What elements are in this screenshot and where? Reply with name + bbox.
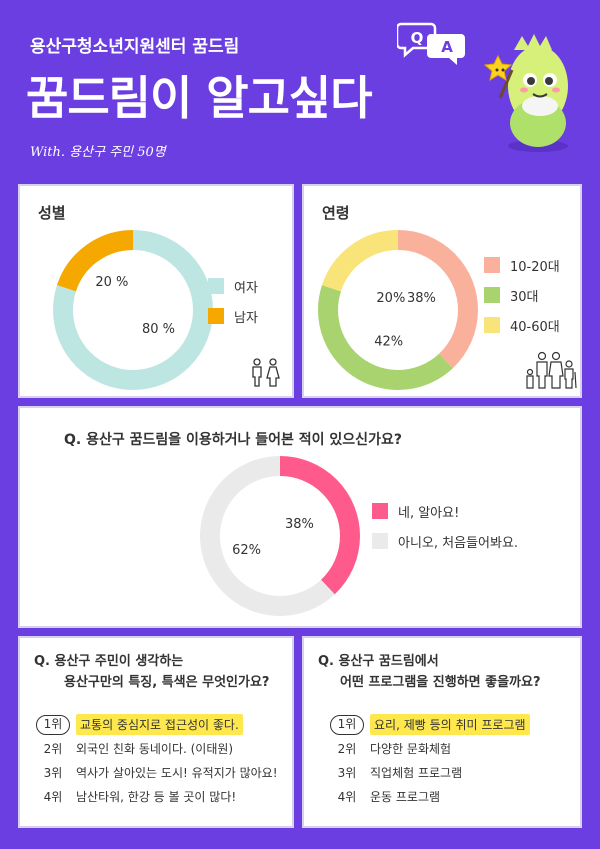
rank-text-2: 외국인 친화 동네이다. (이태원) [76,742,234,756]
legend-swatch-yes [372,503,388,519]
legend-swatch-10-20 [484,257,500,273]
slice-label-no: 62% [232,543,261,558]
rank-number-1: 1위 [36,714,70,735]
program-rank-text-4: 운동 프로그램 [370,790,441,804]
gender-donut-chart: 80 % 20 % [53,230,213,390]
donut-slice-no [200,456,360,616]
features-question-line1: Q. 용산구 주민이 생각하는 [34,654,184,669]
program-rank-row-2: 2위 다양한 문화체험 [330,740,451,757]
rank-row-2: 2위 외국인 친화 동네이다. (이태원) [36,740,233,757]
features-card: Q. 용산구 주민이 생각하는 용산구만의 특징, 특색은 무엇인가요? 1위 교… [18,636,294,828]
awareness-donut-chart: 38% 62% [200,456,360,616]
donut-slice-male [53,230,213,390]
rank-text-3: 역사가 살아있는 도시! 유적지가 많아요! [76,766,278,780]
program-rank-row-3: 3위 직업체험 프로그램 [330,764,462,781]
legend-swatch-male [208,308,224,324]
donut-slice-30 [318,230,478,390]
legend-swatch-no [372,533,388,549]
awareness-card: Q. 용산구 꿈드림을 이용하거나 들어본 적이 있으신가요? 38% 62% 네… [18,406,582,628]
rank-text-4: 남산타워, 한강 등 볼 곳이 많다! [76,790,237,804]
slice-label-10-20: 38% [407,291,436,306]
rank-row-3: 3위 역사가 살아있는 도시! 유적지가 많아요! [36,764,278,781]
donut-slice-40-60 [318,230,478,390]
legend-item-10-20: 10-20대 [484,254,560,276]
program-rank-row-4: 4위 운동 프로그램 [330,788,440,805]
rank-row-4: 4위 남산타워, 한강 등 볼 곳이 많다! [36,788,237,805]
age-legend: 10-20대 30대 40-60대 [484,254,560,344]
gender-card: 성별 80 % 20 % 여자 남자 [18,184,294,398]
programs-ranking: 1위 요리, 제빵 등의 취미 프로그램 2위 다양한 문화체험 3위 직업체험 프로… [330,708,580,818]
rank-number-3: 3위 [43,766,63,780]
legend-item-no: 아니오, 처음들어봐요. [372,530,518,552]
legend-label-male: 남자 [234,310,258,326]
legend-label-female: 여자 [234,280,258,296]
program-rank-text-1: 요리, 제빵 등의 취미 프로그램 [370,714,530,735]
age-card: 연령 38% 42% 20% 10-20대 30대 40-60대 [302,184,582,398]
gender-chart-title: 성별 [38,204,66,222]
gender-legend: 여자 남자 [208,275,258,335]
rank-text-1: 교통의 중심지로 접근성이 좋다. [76,714,243,735]
programs-question-line2: 어떤 프로그램을 진행하면 좋을까요? [340,675,541,690]
slice-label-30: 42% [374,334,403,349]
page-title: 꿈드림이 알고싶다 [26,71,373,125]
program-rank-number-4: 4위 [337,790,357,804]
program-rank-number-2: 2위 [337,742,357,756]
legend-swatch-40-60 [484,317,500,333]
legend-item-30: 30대 [484,284,560,306]
age-donut-chart: 38% 42% 20% [318,230,478,390]
programs-card: Q. 용산구 꿈드림에서 어떤 프로그램을 진행하면 좋을까요? 1위 요리, 제… [302,636,582,828]
qa-bubbles-icon: Q A [397,22,465,65]
rank-row-1: 1위 교통의 중심지로 접근성이 좋다. [36,714,243,735]
slice-label-female: 80 % [142,322,175,337]
legend-item-yes: 네, 알아요! [372,500,518,522]
slice-label-male: 20 % [95,275,128,290]
family-icon [526,351,577,389]
qa-a-letter: A [441,38,453,56]
program-rank-text-3: 직업체험 프로그램 [370,766,463,780]
survey-source: With. 용산구 주민 50명 [30,145,166,160]
mascot-icon [483,34,568,152]
program-rank-number-3: 3위 [337,766,357,780]
rank-number-2: 2위 [43,742,63,756]
legend-label-no: 아니오, 처음들어봐요. [398,535,519,551]
qa-q-letter: Q [411,29,424,47]
awareness-question: Q. 용산구 꿈드림을 이용하거나 들어본 적이 있으신가요? [64,432,402,448]
rank-number-4: 4위 [43,790,63,804]
features-ranking: 1위 교통의 중심지로 접근성이 좋다. 2위 외국인 친화 동네이다. (이태원)… [36,708,292,818]
features-question-line2: 용산구만의 특징, 특색은 무엇인가요? [64,675,270,690]
legend-swatch-30 [484,287,500,303]
legend-label-40-60: 40-60대 [510,319,560,335]
legend-label-10-20: 10-20대 [510,259,560,275]
legend-label-yes: 네, 알아요! [398,505,460,521]
program-rank-text-2: 다양한 문화체험 [370,742,452,756]
programs-question-line1: Q. 용산구 꿈드림에서 [318,654,439,669]
program-rank-row-1: 1위 요리, 제빵 등의 취미 프로그램 [330,714,530,735]
awareness-legend: 네, 알아요! 아니오, 처음들어봐요. [372,500,518,560]
people-icon [252,358,280,387]
legend-item-male: 남자 [208,305,258,327]
age-chart-title: 연령 [322,204,350,222]
header-subtitle: 용산구청소년지원센터 꿈드림 [30,37,240,57]
legend-label-30: 30대 [510,289,539,305]
legend-item-40-60: 40-60대 [484,314,560,336]
slice-label-yes: 38% [285,517,314,532]
slice-label-40-60: 20% [376,291,405,306]
legend-swatch-female [208,278,224,294]
legend-item-female: 여자 [208,275,258,297]
program-rank-number-1: 1위 [330,714,364,735]
